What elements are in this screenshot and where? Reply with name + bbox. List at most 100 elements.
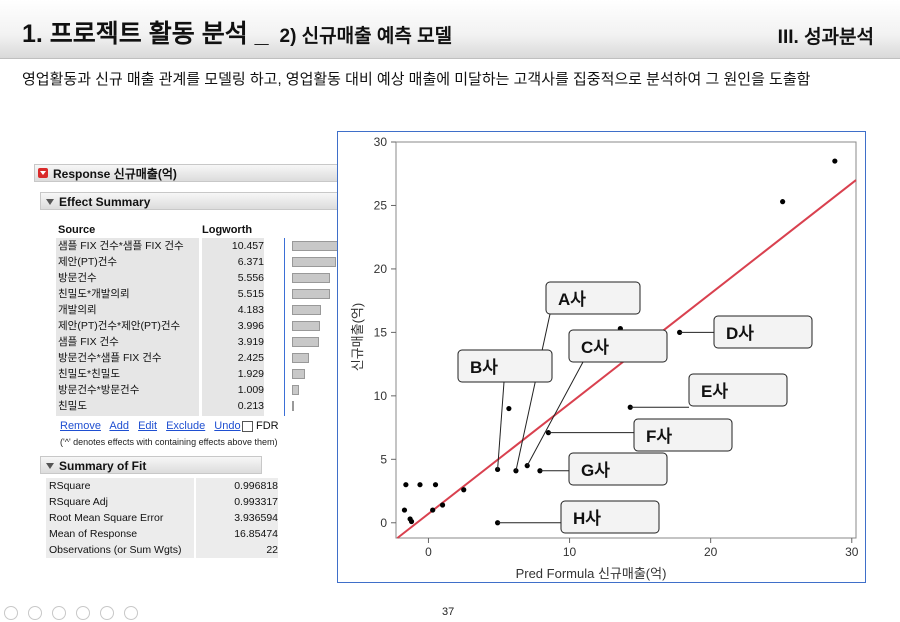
data-point bbox=[506, 405, 512, 412]
callout-box bbox=[568, 452, 668, 486]
logworth-column-shade bbox=[202, 238, 264, 416]
logworth-bar bbox=[292, 305, 321, 315]
effect-logworth: 6.371 bbox=[237, 256, 264, 268]
summary-key: Mean of Response bbox=[46, 526, 194, 542]
effect-source: 방문건수*방문건수 bbox=[58, 384, 140, 396]
x-tick-label: 0 bbox=[425, 545, 432, 559]
description-text: 영업활동과 신규 매출 관계를 모델링 하고, 영업활동 대비 예상 매출에 미… bbox=[22, 71, 811, 88]
pen-icon[interactable] bbox=[52, 606, 66, 620]
x-tick-label: 10 bbox=[563, 545, 577, 559]
data-point bbox=[545, 430, 551, 436]
effect-logworth: 3.996 bbox=[237, 320, 264, 332]
effect-logworth: 10.457 bbox=[231, 240, 264, 252]
collapse-triangle-icon[interactable] bbox=[46, 463, 54, 469]
effect-source: 친밀도 bbox=[58, 400, 87, 412]
summary-value: 16.85474 bbox=[196, 526, 278, 542]
fdr-option[interactable]: FDR bbox=[242, 420, 279, 432]
source-column-shade bbox=[56, 238, 199, 416]
summary-key: RSquare Adj bbox=[46, 494, 194, 510]
summary-value: 0.996818 bbox=[196, 478, 278, 494]
callout-label: D사 bbox=[726, 324, 754, 343]
summary-title: Summary of Fit bbox=[59, 459, 147, 473]
section-label: III. 성과분석 bbox=[777, 27, 874, 48]
effect-logworth: 5.556 bbox=[237, 272, 264, 284]
callout-box bbox=[568, 329, 668, 363]
effect-logworth: 3.919 bbox=[237, 336, 264, 348]
callout-label: C사 bbox=[581, 338, 609, 357]
collapse-triangle-icon[interactable] bbox=[46, 199, 54, 205]
callout-leader bbox=[526, 361, 584, 466]
logworth-bar bbox=[292, 337, 319, 347]
fdr-checkbox[interactable] bbox=[242, 420, 253, 432]
y-axis-label: 신규매출(억) bbox=[350, 303, 365, 371]
callout-label: E사 bbox=[701, 382, 728, 401]
summary-value: 3.936594 bbox=[196, 510, 278, 526]
data-point bbox=[432, 482, 439, 488]
response-title: Response 신규매출(억) bbox=[53, 167, 177, 181]
logworth-reference-line bbox=[284, 238, 285, 416]
x-axis-label: Pred Formula 신규매출(억) bbox=[516, 566, 667, 581]
data-point bbox=[494, 466, 501, 473]
page-subtitle: 2) 신규매출 예측 모델 bbox=[279, 26, 453, 47]
data-point bbox=[417, 482, 423, 488]
callout-box bbox=[560, 500, 660, 534]
next-slide-icon[interactable] bbox=[28, 606, 42, 620]
scatter-plot-frame: 0 10 20 30 0 5 10 15 20 25 30 A사 B사 C사 D사 E사 F사 G사 H사 Pred… bbox=[337, 131, 866, 583]
col-logworth: Logworth bbox=[202, 224, 253, 236]
add-link[interactable]: Add bbox=[109, 420, 129, 432]
data-point bbox=[832, 158, 838, 164]
effect-source: 샘플 FIX 건수*샘플 FIX 건수 bbox=[58, 240, 184, 252]
page-number: 37 bbox=[442, 606, 455, 618]
effect-logworth: 1.009 bbox=[237, 384, 264, 396]
summary-key: Root Mean Square Error bbox=[46, 510, 194, 526]
title-bar: 1. 프로젝트 활동 분석 _ 2) 신규매출 예측 모델 III. 성과분석 bbox=[0, 0, 900, 59]
summary-key: RSquare bbox=[46, 478, 194, 494]
page-title-main: 1. 프로젝트 활동 분석 _ bbox=[22, 20, 269, 48]
col-source: Source bbox=[58, 224, 96, 236]
page-title: 1. 프로젝트 활동 분석 _ 2) 신규매출 예측 모델 bbox=[22, 14, 452, 50]
effect-logworth: 5.515 bbox=[237, 288, 264, 300]
slides-grid-icon[interactable] bbox=[76, 606, 90, 620]
effect-source: 친밀도*친밀도 bbox=[58, 368, 121, 380]
prev-slide-icon[interactable] bbox=[4, 606, 18, 620]
callout-label: A사 bbox=[558, 290, 586, 309]
y-tick-label: 0 bbox=[380, 516, 387, 530]
data-point bbox=[537, 468, 543, 474]
zoom-icon[interactable] bbox=[100, 606, 114, 620]
effect-summary-header[interactable]: Effect Summary bbox=[40, 192, 340, 210]
summary-value: 0.993317 bbox=[196, 494, 278, 510]
effect-source: 제안(PT)건수*제안(PT)건수 bbox=[58, 320, 181, 332]
effect-source: 샘플 FIX 건수 bbox=[58, 336, 119, 348]
logworth-bar bbox=[292, 289, 330, 299]
more-options-icon[interactable] bbox=[124, 606, 138, 620]
y-tick-label: 5 bbox=[380, 452, 387, 466]
callout-label: B사 bbox=[470, 358, 498, 377]
callout-label: G사 bbox=[581, 461, 610, 480]
summary-key: Observations (or Sum Wgts) bbox=[46, 542, 194, 558]
effect-logworth: 0.213 bbox=[237, 400, 264, 412]
summary-of-fit-header[interactable]: Summary of Fit bbox=[40, 456, 262, 474]
undo-link[interactable]: Undo bbox=[214, 420, 241, 432]
remove-link[interactable]: Remove bbox=[60, 420, 101, 432]
data-point bbox=[524, 463, 530, 469]
jmp-report-panel: Response 신규매출(억) Effect Summary Source L… bbox=[32, 162, 364, 560]
logworth-bar bbox=[292, 385, 299, 395]
logworth-bar bbox=[292, 257, 336, 267]
callout-leader bbox=[497, 381, 505, 470]
response-header[interactable]: Response 신규매출(억) bbox=[34, 164, 340, 182]
logworth-bar bbox=[292, 401, 294, 411]
y-tick-label: 25 bbox=[374, 198, 388, 212]
exclude-link[interactable]: Exclude bbox=[166, 420, 206, 432]
callout-leader bbox=[515, 313, 551, 471]
edit-link[interactable]: Edit bbox=[138, 420, 158, 432]
effect-source: 방문건수 bbox=[58, 272, 97, 284]
summary-value: 22 bbox=[196, 542, 278, 558]
y-tick-label: 30 bbox=[374, 135, 388, 149]
callout-box bbox=[688, 373, 788, 407]
plot-area bbox=[395, 141, 857, 539]
logworth-bar bbox=[292, 273, 331, 283]
callout-box bbox=[633, 418, 733, 452]
red-triangle-menu-icon[interactable] bbox=[38, 168, 48, 178]
callout-box bbox=[545, 281, 641, 315]
data-point bbox=[461, 487, 467, 493]
